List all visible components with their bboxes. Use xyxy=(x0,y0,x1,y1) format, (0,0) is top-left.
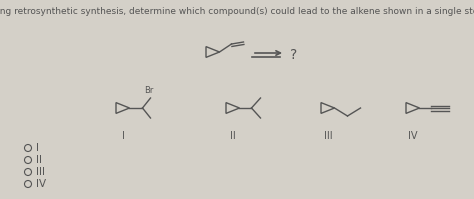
Text: I: I xyxy=(36,143,39,153)
Text: Br: Br xyxy=(145,86,154,95)
Text: II: II xyxy=(230,131,236,141)
Text: ?: ? xyxy=(290,48,297,62)
Text: IV: IV xyxy=(408,131,418,141)
Text: III: III xyxy=(36,167,45,177)
Text: Using retrosynthetic synthesis, determine which compound(s) could lead to the al: Using retrosynthetic synthesis, determin… xyxy=(0,7,474,16)
Text: IV: IV xyxy=(36,179,46,189)
Text: I: I xyxy=(121,131,125,141)
Text: II: II xyxy=(36,155,42,165)
Text: III: III xyxy=(324,131,332,141)
